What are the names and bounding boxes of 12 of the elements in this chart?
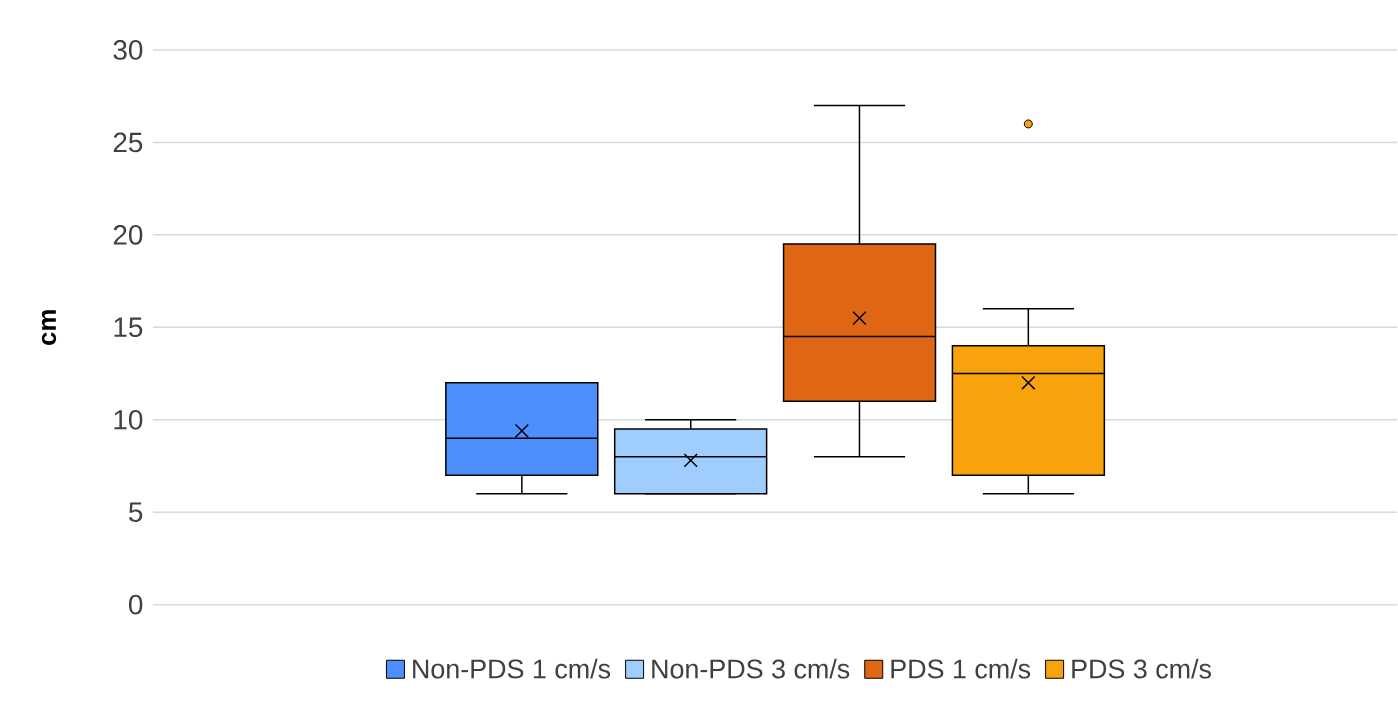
- y-tick-label: 30: [113, 40, 143, 61]
- y-tick-label: 5: [129, 502, 143, 523]
- legend-label: PDS 3 cm/s: [1072, 658, 1212, 679]
- y-tick-label: 0: [128, 594, 143, 615]
- legend-label: Non-PDS 1 cm/s: [413, 658, 611, 679]
- y-tick-label: 10: [114, 410, 143, 430]
- legend-label: PDS 1 cm/s: [891, 658, 1031, 679]
- y-tick-label: 20: [113, 225, 143, 245]
- y-tick-label: 15: [114, 317, 143, 338]
- y-axis-title: cm: [41, 310, 57, 346]
- legend-label: Non-PDS 3 cm/s: [652, 658, 850, 679]
- y-tick-label: 25: [113, 132, 143, 153]
